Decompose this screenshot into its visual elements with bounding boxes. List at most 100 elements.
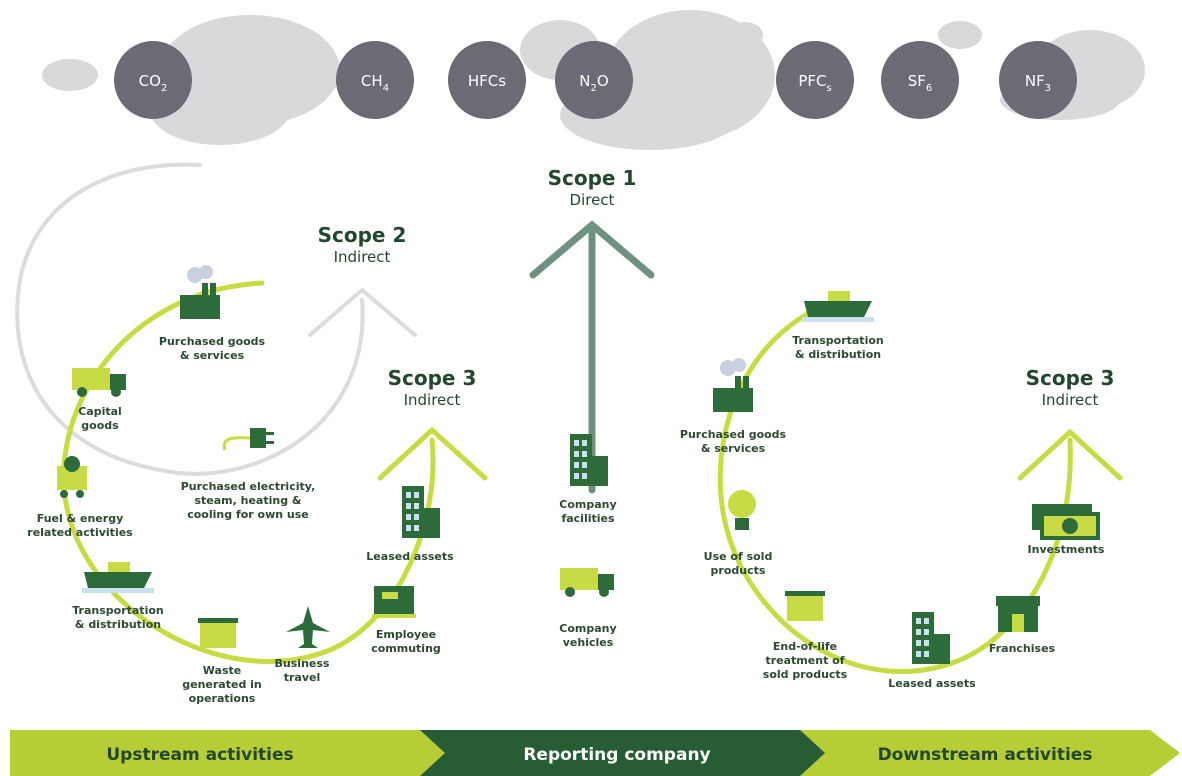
item-label: Leased assets bbox=[888, 677, 976, 690]
icon-part bbox=[582, 440, 587, 446]
icon-part bbox=[76, 490, 84, 498]
icon-part bbox=[414, 503, 419, 509]
icon-part bbox=[198, 618, 238, 623]
gas-sub: s bbox=[826, 83, 831, 94]
icon-part bbox=[720, 360, 736, 376]
icon-part bbox=[374, 586, 414, 614]
icon-part bbox=[187, 267, 203, 283]
icon bbox=[222, 428, 274, 451]
item-label: vehicles bbox=[563, 636, 614, 649]
gas-base: HFCs bbox=[468, 72, 506, 90]
item-label: Capital bbox=[78, 405, 122, 418]
gas-sub: 2 bbox=[591, 83, 597, 94]
icon-part bbox=[592, 456, 608, 486]
icon-part bbox=[406, 503, 411, 509]
icon bbox=[570, 434, 608, 486]
icon bbox=[82, 562, 154, 593]
icon-part bbox=[222, 436, 251, 451]
gas-sub: 4 bbox=[383, 83, 389, 94]
icon-part bbox=[200, 622, 236, 648]
icon-part bbox=[916, 618, 921, 624]
gas-circle bbox=[336, 41, 414, 119]
icon-part bbox=[804, 301, 872, 317]
icon-part bbox=[414, 514, 419, 520]
icon-part bbox=[732, 358, 746, 372]
icon-part bbox=[64, 456, 80, 472]
gas-label: PFCs bbox=[798, 72, 831, 94]
gas-base: CH bbox=[361, 72, 383, 90]
icon-part bbox=[924, 629, 929, 635]
item-label: Purchased goods bbox=[680, 428, 787, 441]
icon-part bbox=[916, 629, 921, 635]
icon-part bbox=[916, 640, 921, 646]
item-label: operations bbox=[189, 692, 256, 705]
item-label: Use of sold bbox=[704, 550, 773, 563]
item-label: steam, heating & bbox=[194, 494, 301, 507]
icon-part bbox=[111, 387, 121, 397]
gas-circle bbox=[999, 41, 1077, 119]
icon-part bbox=[414, 525, 419, 531]
footer-label: Downstream activities bbox=[878, 745, 1093, 765]
item-label: & distribution bbox=[795, 348, 881, 361]
scope-subtitle: Indirect bbox=[404, 391, 461, 409]
item-label: Purchased electricity, bbox=[181, 480, 316, 493]
item-label: & services bbox=[701, 442, 766, 455]
scope-title: Scope 3 bbox=[388, 366, 477, 390]
gas-label: CH4 bbox=[361, 72, 389, 94]
item-label: sold products bbox=[763, 668, 848, 681]
icon-part bbox=[406, 525, 411, 531]
scope-subtitle: Indirect bbox=[334, 248, 391, 266]
gas-circle bbox=[881, 41, 959, 119]
icon bbox=[180, 265, 220, 319]
icon-part bbox=[250, 428, 266, 448]
gas-circle bbox=[448, 41, 526, 119]
item-label: Investments bbox=[1028, 543, 1105, 556]
icon-part bbox=[414, 492, 419, 498]
icon-part bbox=[199, 265, 213, 279]
gas-label: N2O bbox=[579, 72, 608, 94]
icon-part bbox=[72, 368, 110, 390]
icon-part bbox=[924, 618, 929, 624]
item-label: Transportation bbox=[792, 334, 883, 347]
icon-part bbox=[785, 591, 825, 596]
icon bbox=[912, 612, 950, 664]
icon bbox=[286, 606, 330, 648]
icon-part bbox=[77, 387, 87, 397]
icon-part bbox=[735, 376, 741, 390]
icon-part bbox=[743, 376, 749, 390]
icon bbox=[802, 291, 874, 322]
gas-base: N bbox=[579, 72, 590, 90]
item-label: Purchased goods bbox=[159, 335, 266, 348]
icon-part bbox=[82, 588, 154, 593]
icon-part bbox=[924, 651, 929, 657]
icon-part bbox=[802, 317, 874, 322]
icon bbox=[728, 490, 756, 530]
icon-part bbox=[372, 614, 416, 618]
item-label: related activities bbox=[27, 526, 133, 539]
footer-label: Reporting company bbox=[523, 745, 710, 765]
item-label: generated in bbox=[182, 678, 262, 691]
icon-part bbox=[574, 473, 579, 479]
icon-part bbox=[406, 492, 411, 498]
icon-part bbox=[266, 432, 274, 435]
icon-part bbox=[828, 291, 850, 301]
icon-part bbox=[912, 612, 934, 664]
item-label: & distribution bbox=[75, 618, 161, 631]
icon bbox=[996, 596, 1040, 632]
icon-part bbox=[598, 574, 614, 590]
icon-part bbox=[574, 462, 579, 468]
item-label: products bbox=[711, 564, 766, 577]
icon-part bbox=[402, 486, 424, 538]
item-label: Company bbox=[559, 622, 616, 635]
item-label: Leased assets bbox=[366, 550, 454, 563]
gas-circle bbox=[555, 41, 633, 119]
icon bbox=[57, 456, 87, 498]
icon-part bbox=[108, 562, 130, 572]
item-label: cooling for own use bbox=[187, 508, 309, 521]
item-label: End-of-life bbox=[773, 640, 837, 653]
item-label: treatment of bbox=[765, 654, 844, 667]
icon-part bbox=[574, 440, 579, 446]
icon bbox=[560, 568, 614, 597]
icon-part bbox=[916, 651, 921, 657]
